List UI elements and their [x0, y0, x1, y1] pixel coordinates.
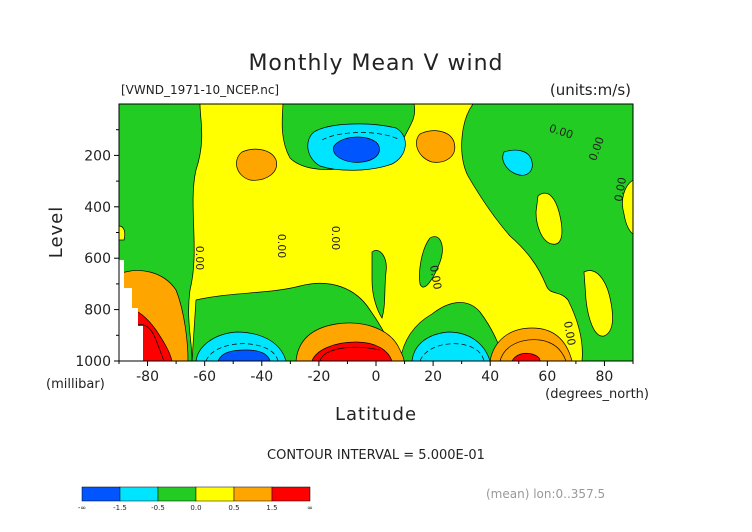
- contour-label: 0.00: [275, 234, 288, 259]
- x-axis-label: Latitude: [335, 404, 417, 425]
- colorbar-swatch: [81, 486, 121, 502]
- colorbar-label: 0.0: [190, 504, 201, 512]
- colorbar-label: 0.5: [228, 504, 239, 512]
- region-red-midlatitude: [311, 341, 393, 361]
- contour-line: [319, 346, 381, 361]
- colorbar-label: 1.5: [266, 504, 277, 512]
- x-tick-label: -20: [307, 369, 330, 385]
- x-tick-label: -60: [193, 369, 216, 385]
- region-yellow-north-edge: [622, 179, 633, 235]
- region-yellow-north-island-2: [583, 270, 613, 337]
- region-red-north: [511, 352, 541, 361]
- colorbar-swatch: [157, 486, 197, 502]
- y-axis: 200 400 600 800 1000: [75, 129, 119, 370]
- region-yellow-south-edge: [119, 225, 126, 241]
- colorbar-swatch: [271, 486, 311, 502]
- region-yellow-north-island-1: [535, 192, 563, 245]
- chart-title: Monthly Mean V wind: [248, 51, 503, 76]
- colorbar-swatch: [119, 486, 159, 502]
- mean-text: (mean) lon:0..357.5: [486, 487, 605, 501]
- region-blue-south-surface: [217, 349, 271, 361]
- contour-line: [129, 324, 165, 361]
- colorbar-swatch: [233, 486, 273, 502]
- colorbar-label: -1.5: [113, 504, 127, 512]
- region-cyan-north-upper: [502, 149, 533, 176]
- x-axis-units: (degrees_north): [545, 387, 649, 402]
- contour-line: [205, 343, 279, 361]
- contour-label: 0.00: [427, 264, 444, 290]
- colorbar-swatch: [195, 486, 235, 502]
- missing-data-block: [119, 260, 143, 361]
- contour-label: 0.00: [329, 226, 342, 251]
- colorbar-label: -0.5: [151, 504, 165, 512]
- x-tick-label: 80: [596, 369, 614, 385]
- contour-label: 0.00: [561, 320, 578, 346]
- region-cyan-north-surface: [411, 331, 491, 361]
- colorbar: -∞ -1.5 -0.5 0.0 0.5 1.5 ∞: [78, 486, 313, 512]
- x-tick-label: 0: [372, 369, 381, 385]
- x-tick-label: 40: [481, 369, 499, 385]
- y-tick-label: 600: [84, 251, 111, 267]
- contour-line: [499, 339, 567, 361]
- x-tick-label: -80: [136, 369, 159, 385]
- region-orange-upper-north: [416, 130, 456, 163]
- file-label: [VWND_1971-10_NCEP.nc]: [121, 83, 279, 97]
- contour-label: 0.00: [612, 176, 629, 202]
- x-tick-label: -40: [250, 369, 273, 385]
- contour-line: [321, 132, 401, 141]
- region-orange-north-surface: [489, 327, 573, 361]
- contour-line: [419, 343, 485, 361]
- region-blue-upper: [333, 136, 380, 163]
- y-tick-label: 200: [84, 148, 111, 164]
- x-tick-label: 60: [538, 369, 556, 385]
- units-label: (units:m/s): [550, 81, 631, 99]
- region-orange-upper-south: [236, 148, 278, 181]
- contour-field: [119, 104, 633, 361]
- contour-label: 0.00: [193, 246, 206, 271]
- contour-interval: CONTOUR INTERVAL = 5.000E-01: [267, 448, 485, 463]
- x-axis: -80 -60 -40 -20 0 20 40 60 80: [118, 361, 634, 385]
- y-tick-label: 1000: [75, 354, 111, 370]
- region-green-sliver: [419, 236, 443, 288]
- y-tick-label: 400: [84, 200, 111, 216]
- colorbar-label: -∞: [78, 504, 86, 512]
- region-green-column: [371, 250, 387, 319]
- x-tick-label: 20: [424, 369, 442, 385]
- y-tick-label: 800: [84, 303, 111, 319]
- y-axis-label: Level: [46, 206, 67, 259]
- y-axis-units: (millibar): [46, 377, 105, 392]
- colorbar-label: ∞: [307, 504, 313, 512]
